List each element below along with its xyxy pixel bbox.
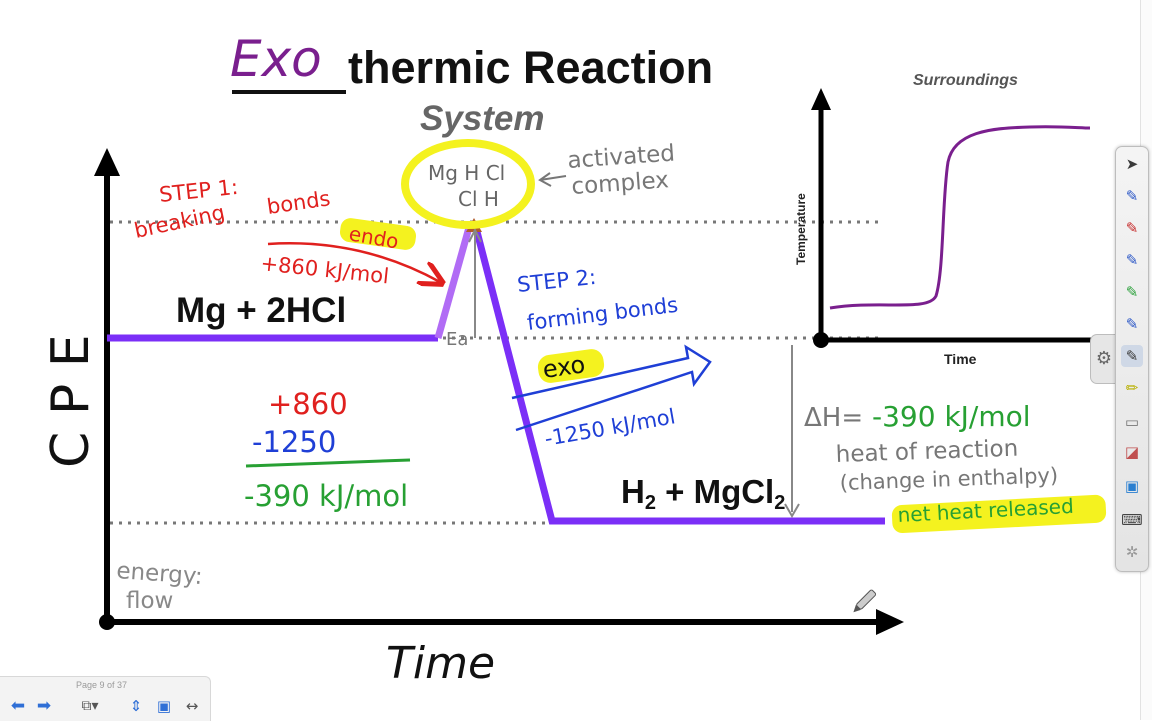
- pen-cursor-icon: [853, 589, 877, 613]
- page-indicator: Page 9 of 37: [76, 680, 128, 690]
- temp-graph-y-arrow-icon: [811, 88, 831, 110]
- delta-h-value: -390 kJ/mol: [872, 400, 1031, 433]
- energy-flow-line2: flow: [126, 588, 173, 614]
- delta-h-arrowhead-icon: [784, 503, 800, 518]
- display-mode-icon[interactable]: ▣: [156, 697, 172, 715]
- text-icon[interactable]: ▣: [1124, 477, 1140, 495]
- pen-selected-icon[interactable]: ✎: [1121, 345, 1143, 367]
- title-handwritten-prefix: Exo: [230, 30, 322, 88]
- activation-energy-label: Ea: [446, 329, 468, 350]
- step2-big-arrow: [511, 344, 712, 432]
- eraser-red-icon[interactable]: ◪: [1124, 443, 1140, 461]
- activated-complex-pointer: [539, 175, 567, 181]
- step2-value: -1250 kJ/mol: [543, 404, 677, 451]
- previous-page-icon[interactable]: ⬅: [10, 696, 26, 716]
- net-heat-highlight: [891, 494, 1107, 534]
- step2-title: STEP 2:: [516, 265, 597, 297]
- pen-blue-icon[interactable]: ✎: [1125, 187, 1139, 205]
- activated-complex-pointer-arrowhead-icon: [538, 172, 552, 187]
- origin-dot: [99, 614, 115, 630]
- step1-breaking: breaking: [132, 200, 227, 243]
- x-axis-label: Time: [386, 638, 495, 689]
- exo-highlight: [537, 349, 605, 383]
- temp-graph-origin-dot: [813, 332, 829, 348]
- pen-blue-3-icon[interactable]: ✎: [1125, 315, 1139, 333]
- system-label: System: [420, 99, 545, 138]
- energy-curve-fall: [471, 223, 885, 525]
- calc-line2: -1250: [252, 425, 336, 459]
- next-page-icon[interactable]: ➡: [36, 696, 52, 716]
- pointer-icon[interactable]: ➤: [1125, 155, 1139, 173]
- pen-blue-2-icon[interactable]: ✎: [1125, 251, 1139, 269]
- calc-result: -390 kJ/mol: [244, 479, 408, 513]
- pen-green-icon[interactable]: ✎: [1125, 283, 1139, 301]
- products-label: H2 + MgCl2: [621, 473, 785, 514]
- activation-energy-arrowhead-icon: [468, 227, 482, 243]
- activated-complex-highlight: [401, 139, 535, 229]
- highlighter-icon[interactable]: ✏: [1125, 379, 1139, 397]
- page-sorter-icon[interactable]: ⧉▾: [81, 698, 99, 714]
- pen-red-icon[interactable]: ✎: [1125, 219, 1139, 237]
- endo-highlight: [339, 218, 417, 250]
- delta-h-desc2: (change in enthalpy): [839, 463, 1058, 495]
- step2-forming-bonds: forming bonds: [526, 293, 680, 335]
- title-text: thermic Reaction: [348, 42, 713, 93]
- reactants-label: Mg + 2HCl: [176, 291, 346, 330]
- y-axis-label: C P E: [41, 334, 101, 468]
- activated-complex-label-line2: complex: [571, 167, 670, 200]
- settings-icon[interactable]: ✲: [1125, 543, 1139, 561]
- keyboard-icon[interactable]: ⌨: [1121, 511, 1143, 529]
- delta-h-symbol: ΔH=: [804, 403, 863, 433]
- temp-graph-ylabel: Temperature: [794, 193, 808, 265]
- eraser-icon[interactable]: ▭: [1124, 413, 1140, 431]
- toolbar-swap-icon[interactable]: ↔: [185, 697, 199, 715]
- step1-bonds: bonds: [265, 186, 331, 219]
- step1-title: STEP 1:: [158, 175, 239, 207]
- activated-complex-row1: Mg H Cl: [428, 161, 505, 185]
- toolbar-settings-tab[interactable]: ⚙: [1090, 334, 1117, 384]
- delta-h-desc1: heat of reaction: [835, 436, 1018, 468]
- page-navigation-bar: Page 9 of 37 ⬅ ➡ ⧉▾ ⇕ ▣ ↔: [0, 676, 211, 721]
- step1-arrow: [267, 242, 440, 282]
- drawing-toolbar: ➤ ✎ ✎ ✎ ✎ ✎ ✎ ✏ ▭ ◪ ▣ ⌨ ✲: [1115, 146, 1149, 572]
- y-axis-arrow-icon: [94, 148, 120, 176]
- step1-value: +860 kJ/mol: [259, 251, 390, 288]
- step2-exo-tag: exo: [541, 350, 587, 384]
- fit-page-icon[interactable]: ⇕: [129, 697, 143, 715]
- energy-curve-rise: [434, 223, 474, 339]
- temp-graph-xlabel: Time: [944, 351, 977, 367]
- calc-sum-line: [245, 458, 411, 468]
- calc-line1: +860: [268, 387, 348, 421]
- temperature-curve: [829, 125, 1091, 310]
- surroundings-label: Surroundings: [913, 72, 1018, 89]
- energy-flow-line1: energy:: [116, 558, 204, 590]
- activated-complex-row2: Cl H: [458, 187, 499, 211]
- x-axis-arrow-icon: [876, 609, 904, 635]
- gear-icon: ⚙: [1095, 348, 1113, 369]
